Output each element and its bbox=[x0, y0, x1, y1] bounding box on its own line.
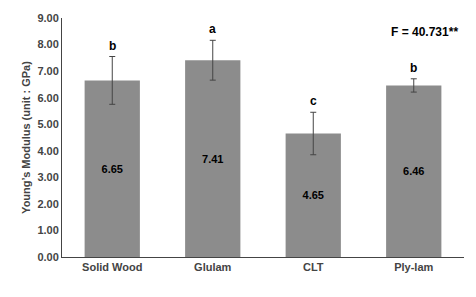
svg-text:1.00: 1.00 bbox=[37, 224, 58, 236]
svg-text:4.65: 4.65 bbox=[303, 189, 324, 201]
svg-text:a: a bbox=[209, 22, 216, 36]
svg-text:6.00: 6.00 bbox=[37, 92, 58, 104]
svg-text:0.00: 0.00 bbox=[37, 251, 58, 263]
svg-text:5.00: 5.00 bbox=[37, 118, 58, 130]
svg-text:CLT: CLT bbox=[303, 261, 324, 273]
svg-text:Glulam: Glulam bbox=[194, 261, 232, 273]
svg-text:Ply-lam: Ply-lam bbox=[394, 261, 433, 273]
svg-text:4.00: 4.00 bbox=[37, 145, 58, 157]
svg-text:6.65: 6.65 bbox=[102, 163, 123, 175]
svg-text:9.00: 9.00 bbox=[37, 12, 58, 24]
svg-text:2.00: 2.00 bbox=[37, 198, 58, 210]
svg-text:c: c bbox=[310, 94, 317, 108]
svg-text:b: b bbox=[410, 61, 417, 75]
svg-text:7.41: 7.41 bbox=[202, 153, 223, 165]
svg-text:F = 40.731**: F = 40.731** bbox=[391, 25, 458, 39]
svg-text:8.00: 8.00 bbox=[37, 38, 58, 50]
svg-text:Solid Wood: Solid Wood bbox=[82, 261, 142, 273]
svg-text:7.00: 7.00 bbox=[37, 65, 58, 77]
svg-text:Young’s Modulus (unit : GPa): Young’s Modulus (unit : GPa) bbox=[20, 61, 32, 214]
svg-text:3.00: 3.00 bbox=[37, 171, 58, 183]
svg-text:6.46: 6.46 bbox=[403, 165, 424, 177]
svg-text:b: b bbox=[109, 39, 116, 53]
